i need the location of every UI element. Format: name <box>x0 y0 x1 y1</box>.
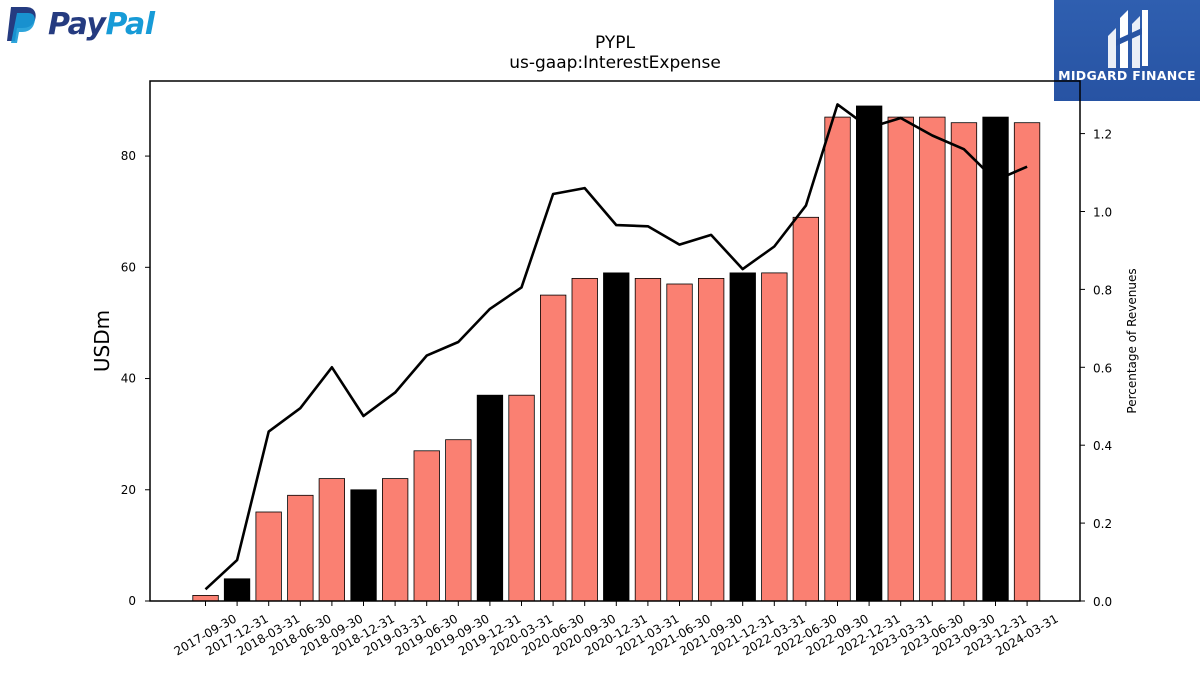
bar-2019-06-30 <box>413 450 440 602</box>
bar-2023-06-30 <box>919 116 946 602</box>
left-tick-label: 0 <box>128 594 136 608</box>
midgard-emblem-icon <box>1108 10 1148 68</box>
midgard-wordmark: MIDGARD FINANCE <box>1058 68 1196 83</box>
left-tick-label: 40 <box>121 372 136 386</box>
plot-frame <box>149 80 1081 602</box>
left-tick-label: 80 <box>121 149 136 163</box>
bar-2024-03-31 <box>1013 122 1041 602</box>
bar-2019-03-31 <box>381 478 409 602</box>
bar-2019-12-31 <box>476 394 504 602</box>
bar-2020-03-31 <box>508 394 535 602</box>
paypal-logo: PayPal <box>4 4 155 44</box>
y2-axis-label: Percentage of Revenues <box>1125 268 1139 413</box>
right-axis-ticks: 0.0 0.2 0.4 0.6 0.8 1.0 1.2 <box>1080 128 1112 609</box>
bar-2018-12-31 <box>350 489 377 602</box>
bar-2017-12-31 <box>223 578 251 602</box>
paypal-wordmark: PayPal <box>48 6 155 42</box>
bar-series <box>192 105 1041 602</box>
left-tick-label: 20 <box>121 483 136 497</box>
right-tick-label: 1.2 <box>1093 128 1112 142</box>
right-tick-label: 1.0 <box>1093 205 1112 219</box>
bar-2020-06-30 <box>540 294 567 602</box>
bar-2022-03-31 <box>761 272 788 602</box>
chart-title: PYPL <box>595 33 636 53</box>
right-tick-label: 0.4 <box>1093 439 1112 453</box>
left-tick-label: 60 <box>121 260 136 274</box>
bar-2020-12-31 <box>603 272 630 602</box>
bar-2021-06-30 <box>666 283 693 602</box>
bar-2020-09-30 <box>571 277 598 602</box>
bar-2023-09-30 <box>950 122 978 602</box>
bar-2022-06-30 <box>792 216 819 602</box>
bar-2021-09-30 <box>698 277 725 602</box>
x-axis-ticks: 2017-09-302017-12-312018-03-312018-06-30… <box>172 601 1061 658</box>
bar-2018-03-31 <box>255 511 282 602</box>
left-axis-ticks: 0 20 40 60 80 <box>121 149 150 608</box>
bar-2018-06-30 <box>287 494 314 602</box>
percentage-of-revenues-line <box>204 103 1028 591</box>
bar-2022-09-30 <box>824 116 851 602</box>
right-tick-label: 0.6 <box>1093 361 1112 375</box>
line-series-layer <box>204 103 1028 591</box>
bar-2023-12-31 <box>982 116 1009 602</box>
midgard-finance-logo: MIDGARD FINANCE <box>1054 0 1200 101</box>
right-tick-label: 0.2 <box>1093 517 1112 531</box>
bar-2021-12-31 <box>729 272 756 602</box>
right-tick-label: 0.0 <box>1093 595 1112 609</box>
right-tick-label: 0.8 <box>1093 283 1112 297</box>
bar-2022-12-31 <box>856 105 883 602</box>
paypal-p-icon <box>7 7 36 43</box>
chart-subtitle: us-gaap:InterestExpense <box>509 53 721 73</box>
bar-2021-03-31 <box>634 277 662 602</box>
bar-2018-09-30 <box>318 478 346 602</box>
bar-2023-03-31 <box>887 116 914 602</box>
y-axis-label: USDm <box>90 310 114 372</box>
bar-2019-09-30 <box>445 439 472 602</box>
bar-2017-09-30 <box>192 595 219 602</box>
